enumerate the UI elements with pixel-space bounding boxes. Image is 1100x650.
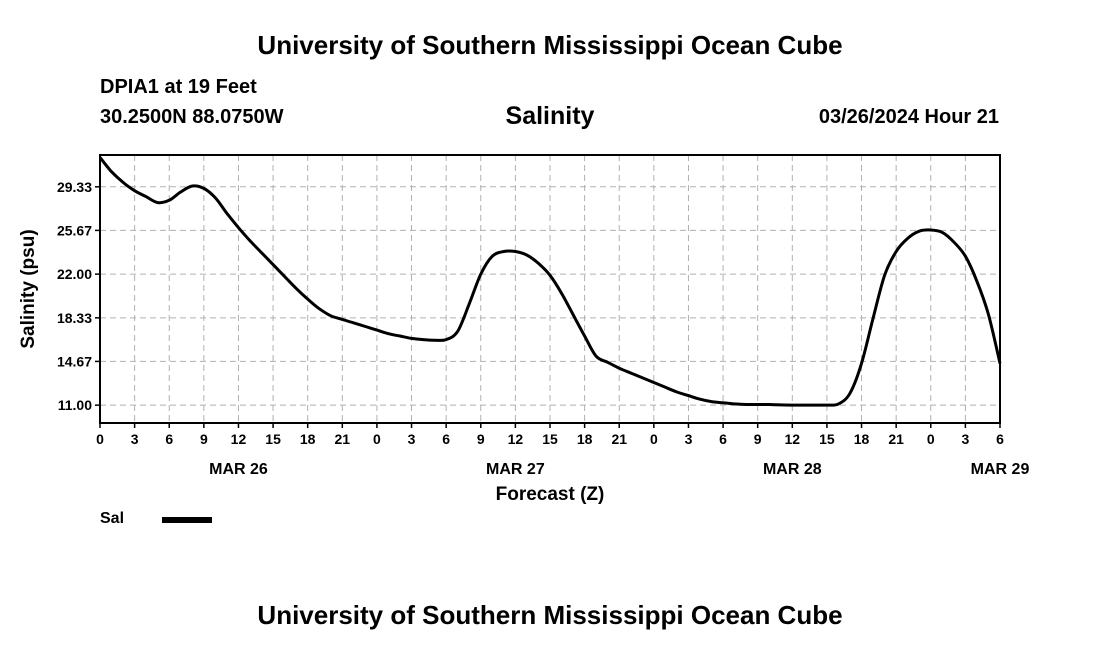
- series-layer: [98, 156, 1002, 407]
- variable-title: Salinity: [505, 102, 595, 130]
- x-tick-label: 3: [408, 431, 416, 447]
- legend-swatch: [162, 517, 212, 523]
- date-label: MAR 29: [971, 461, 1030, 478]
- date-label: MAR 26: [209, 461, 268, 478]
- x-tick-label: 6: [442, 431, 450, 447]
- x-axis-label: Forecast (Z): [496, 484, 605, 505]
- date-label: MAR 27: [486, 461, 545, 478]
- station-label: DPIA1 at 19 Feet: [100, 76, 257, 98]
- axis-ticks: 0 3 6 9 12 15 18 21 0 3 6 9 12 15 18 21 0 3 6 9 12 15 18 21 0 3 6 1…: [57, 179, 1029, 478]
- x-tick-label: 9: [754, 431, 762, 447]
- x-tick-label: 21: [888, 431, 904, 447]
- x-tick-label: 12: [785, 431, 801, 447]
- main-title: University of Southern Mississippi Ocean…: [257, 30, 843, 60]
- y-tick-label: 18.33: [57, 310, 92, 326]
- x-tick-label: 21: [611, 431, 627, 447]
- plot-frame: [99, 154, 1001, 424]
- y-tick-label: 29.33: [57, 179, 92, 195]
- x-tick-label: 15: [265, 431, 281, 447]
- x-tick-label: 12: [231, 431, 247, 447]
- x-tick-label: 15: [819, 431, 835, 447]
- datetime-label: 03/26/2024 Hour 21: [818, 106, 999, 128]
- grid: [100, 155, 1000, 423]
- x-tick-label: 18: [854, 431, 870, 447]
- x-tick-label: 18: [577, 431, 593, 447]
- x-tick-label: 18: [300, 431, 316, 447]
- x-tick-label: 0: [96, 431, 104, 447]
- y-tick-label: 22.00: [57, 266, 92, 282]
- x-tick-label: 3: [961, 431, 969, 447]
- coordinates-label: 30.2500N 88.0750W: [100, 106, 284, 128]
- y-tick-label: 14.67: [57, 353, 92, 369]
- x-tick-label: 15: [542, 431, 558, 447]
- x-tick-label: 3: [131, 431, 139, 447]
- x-tick-label: 0: [650, 431, 658, 447]
- x-tick-label: 6: [996, 431, 1004, 447]
- x-tick-label: 12: [508, 431, 524, 447]
- y-tick-label: 25.67: [57, 222, 92, 238]
- x-tick-label: 6: [719, 431, 727, 447]
- x-tick-label: 21: [335, 431, 351, 447]
- y-tick-label: 11.00: [58, 397, 92, 413]
- footer-title: University of Southern Mississippi Ocean…: [257, 600, 843, 630]
- x-tick-label: 3: [685, 431, 693, 447]
- x-tick-label: 0: [373, 431, 381, 447]
- series-line-sal: [98, 156, 1002, 407]
- x-tick-label: 9: [477, 431, 485, 447]
- date-label: MAR 28: [763, 461, 822, 478]
- legend-label: Sal: [100, 510, 125, 527]
- x-tick-label: 6: [165, 431, 173, 447]
- x-tick-label: 9: [200, 431, 208, 447]
- x-tick-label: 0: [927, 431, 935, 447]
- y-axis-label: Salinity (psu): [18, 229, 39, 348]
